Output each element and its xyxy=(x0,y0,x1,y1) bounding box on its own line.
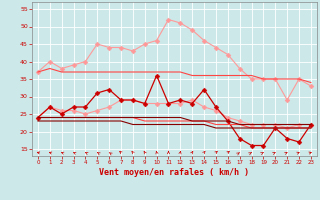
X-axis label: Vent moyen/en rafales ( km/h ): Vent moyen/en rafales ( km/h ) xyxy=(100,168,249,177)
